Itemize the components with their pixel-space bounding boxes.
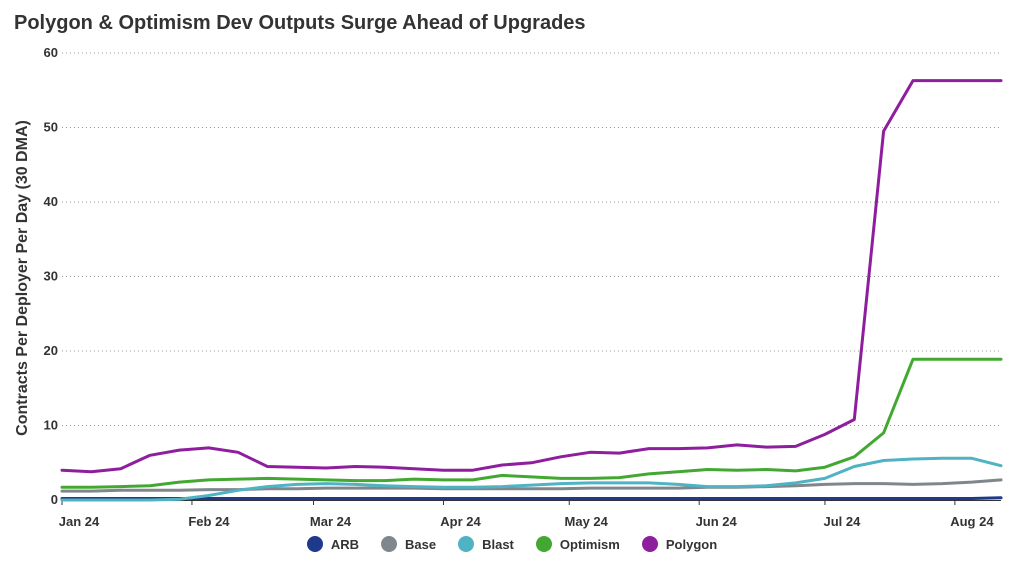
x-tick-label: Aug 24 xyxy=(950,514,994,529)
x-tick-label: Jul 24 xyxy=(824,514,862,529)
x-tick-label: Jan 24 xyxy=(59,514,100,529)
y-axis-label: Contracts Per Deployer Per Day (30 DMA) xyxy=(14,120,31,436)
legend-marker-arb xyxy=(306,536,323,552)
x-tick-label: May 24 xyxy=(565,514,609,529)
legend: ARB Base Blast Optimism Polygon xyxy=(0,536,1024,552)
legend-label-base: Base xyxy=(405,536,437,552)
y-tick-label: 50 xyxy=(44,120,58,135)
legend-marker-blast xyxy=(458,536,475,552)
y-tick-label: 30 xyxy=(44,269,58,284)
legend-label-arb: ARB xyxy=(330,536,360,552)
legend-item-arb[interactable]: ARB xyxy=(306,536,360,552)
series-line-arb xyxy=(60,496,1003,500)
legend-item-optimism[interactable]: Optimism xyxy=(535,536,620,552)
y-tick-label: 20 xyxy=(44,343,58,358)
legend-marker-base xyxy=(381,536,398,552)
legend-label-polygon: Polygon xyxy=(665,536,718,552)
series-line-optimism xyxy=(60,357,1003,489)
legend-marker-polygon xyxy=(641,536,658,552)
chart-title: Polygon & Optimism Dev Outputs Surge Ahe… xyxy=(14,12,586,34)
legend-item-blast[interactable]: Blast xyxy=(458,536,514,552)
series-line-polygon xyxy=(60,79,1003,474)
legend-label-blast: Blast xyxy=(482,536,514,552)
legend-label-optimism: Optimism xyxy=(559,536,620,552)
legend-marker-optimism xyxy=(535,536,552,552)
x-tick-label: Mar 24 xyxy=(310,514,352,529)
x-tick-label: Feb 24 xyxy=(188,514,230,529)
y-tick-label: 40 xyxy=(44,194,58,209)
y-tick-label: 10 xyxy=(44,418,58,433)
line-chart: 0 10 20 30 40 50 60 Jan 24 Feb 24 Mar 24 Apr 24 May… xyxy=(14,45,1003,529)
series-line-base xyxy=(60,478,1003,493)
y-tick-label: 0 xyxy=(51,492,58,507)
y-tick-label: 60 xyxy=(44,45,58,60)
legend-item-polygon[interactable]: Polygon xyxy=(641,536,718,552)
x-tick-label: Jun 24 xyxy=(696,514,738,529)
legend-item-base[interactable]: Base xyxy=(381,536,436,552)
x-tick-label: Apr 24 xyxy=(440,514,481,529)
series-line-blast xyxy=(60,456,1003,502)
